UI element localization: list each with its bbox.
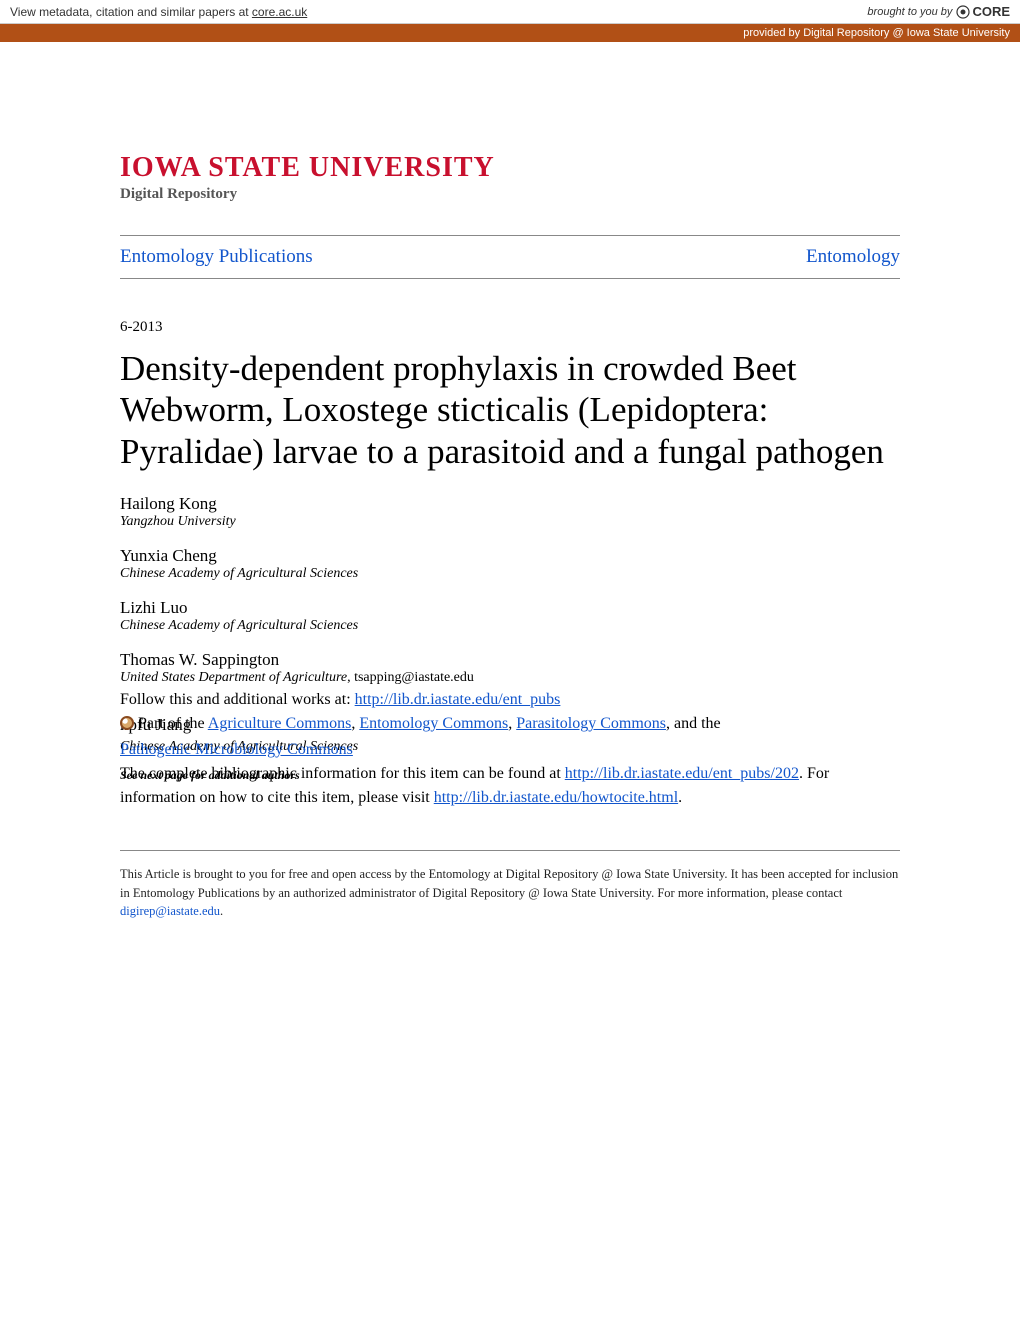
part-prefix: Part of the xyxy=(138,715,208,732)
nav-left-link[interactable]: Entomology Publications xyxy=(120,246,313,268)
nav-right-link[interactable]: Entomology xyxy=(806,246,900,268)
author-affiliation: Chinese Academy of Agricultural Sciences xyxy=(120,566,900,582)
author-affiliation: Yangzhou University xyxy=(120,514,900,530)
core-logo[interactable]: CORE xyxy=(956,4,1010,19)
author-name: Yunxia Cheng xyxy=(120,546,900,566)
core-banner: View metadata, citation and similar pape… xyxy=(0,0,1020,24)
footer-note: This Article is brought to you for free … xyxy=(120,850,900,921)
overlay-row: Chinese Academy of Agricultural Sciences… xyxy=(120,738,900,760)
follow-prefix: Follow this and additional works at: xyxy=(120,691,355,708)
core-left-prefix: View metadata, citation and similar pape… xyxy=(10,5,252,19)
and-the: , and the xyxy=(666,715,721,732)
publication-date: 6-2013 xyxy=(120,319,900,336)
biblio-suffix: . xyxy=(678,789,682,806)
university-sub: Digital Repository xyxy=(120,186,900,203)
core-logo-text: CORE xyxy=(972,4,1010,19)
breadcrumb-nav: Entomology Publications Entomology xyxy=(120,235,900,279)
core-link[interactable]: core.ac.uk xyxy=(252,5,307,19)
core-right: brought to you by CORE xyxy=(867,4,1010,19)
author-block: Yunxia Cheng Chinese Academy of Agricult… xyxy=(120,546,900,582)
author-affiliation: Chinese Academy of Agricultural Sciences xyxy=(120,618,900,634)
article-title: Density-dependent prophylaxis in crowded… xyxy=(120,348,900,472)
core-sub-source: Digital Repository @ Iowa State Universi… xyxy=(803,27,1010,39)
author-affiliation: United States Department of Agriculture,… xyxy=(120,670,900,686)
core-metadata-text: View metadata, citation and similar pape… xyxy=(10,5,307,19)
commons-line2: Pathogenic Microbiology Commons xyxy=(120,738,900,762)
biblio-link[interactable]: http://lib.dr.iastate.edu/ent_pubs/202 xyxy=(565,765,799,782)
core-icon xyxy=(956,5,970,19)
university-logo: IOWA STATE UNIVERSITY Digital Repository xyxy=(120,152,900,203)
overlay-row: npfu Jiang Part of the Agriculture Commo… xyxy=(120,712,900,738)
footer-email[interactable]: digirep@iastate.edu xyxy=(120,904,220,918)
university-name: IOWA STATE UNIVERSITY xyxy=(120,152,900,184)
commons-link[interactable]: Entomology Commons xyxy=(359,715,508,732)
follow-link[interactable]: http://lib.dr.iastate.edu/ent_pubs xyxy=(355,691,561,708)
author-name: Hailong Kong xyxy=(120,494,900,514)
core-provider-bar: provided by Digital Repository @ Iowa St… xyxy=(0,24,1020,42)
author-block: Hailong Kong Yangzhou University xyxy=(120,494,900,530)
author-name: Lizhi Luo xyxy=(120,598,900,618)
author-block: Thomas W. Sappington United States Depar… xyxy=(120,650,900,686)
author-email: , tsapping@iastate.edu xyxy=(347,670,474,685)
bibliographic-info: The complete bibliographic information f… xyxy=(120,762,900,810)
page-content: IOWA STATE UNIVERSITY Digital Repository… xyxy=(0,42,1020,961)
author-aff-text: United States Department of Agriculture xyxy=(120,670,347,685)
core-brought-by: brought to you by xyxy=(867,6,952,18)
author-block: Lizhi Luo Chinese Academy of Agricultura… xyxy=(120,598,900,634)
network-icon xyxy=(120,716,134,730)
commons-link[interactable]: Parasitology Commons xyxy=(516,715,666,732)
follow-line1: Follow this and additional works at: htt… xyxy=(120,688,900,712)
author-name: Thomas W. Sappington xyxy=(120,650,900,670)
footer-text: This Article is brought to you for free … xyxy=(120,867,898,900)
footer-suffix: . xyxy=(220,904,223,918)
commons-link[interactable]: Pathogenic Microbiology Commons xyxy=(120,741,353,758)
follow-section: Follow this and additional works at: htt… xyxy=(120,688,900,810)
core-sub-prefix: provided by xyxy=(743,27,803,39)
biblio-prefix: The complete bibliographic information f… xyxy=(120,765,565,782)
part-of-line: Part of the Agriculture Commons, Entomol… xyxy=(120,712,900,736)
commons-link[interactable]: Agriculture Commons xyxy=(208,715,352,732)
biblio-link[interactable]: http://lib.dr.iastate.edu/howtocite.html xyxy=(434,789,678,806)
